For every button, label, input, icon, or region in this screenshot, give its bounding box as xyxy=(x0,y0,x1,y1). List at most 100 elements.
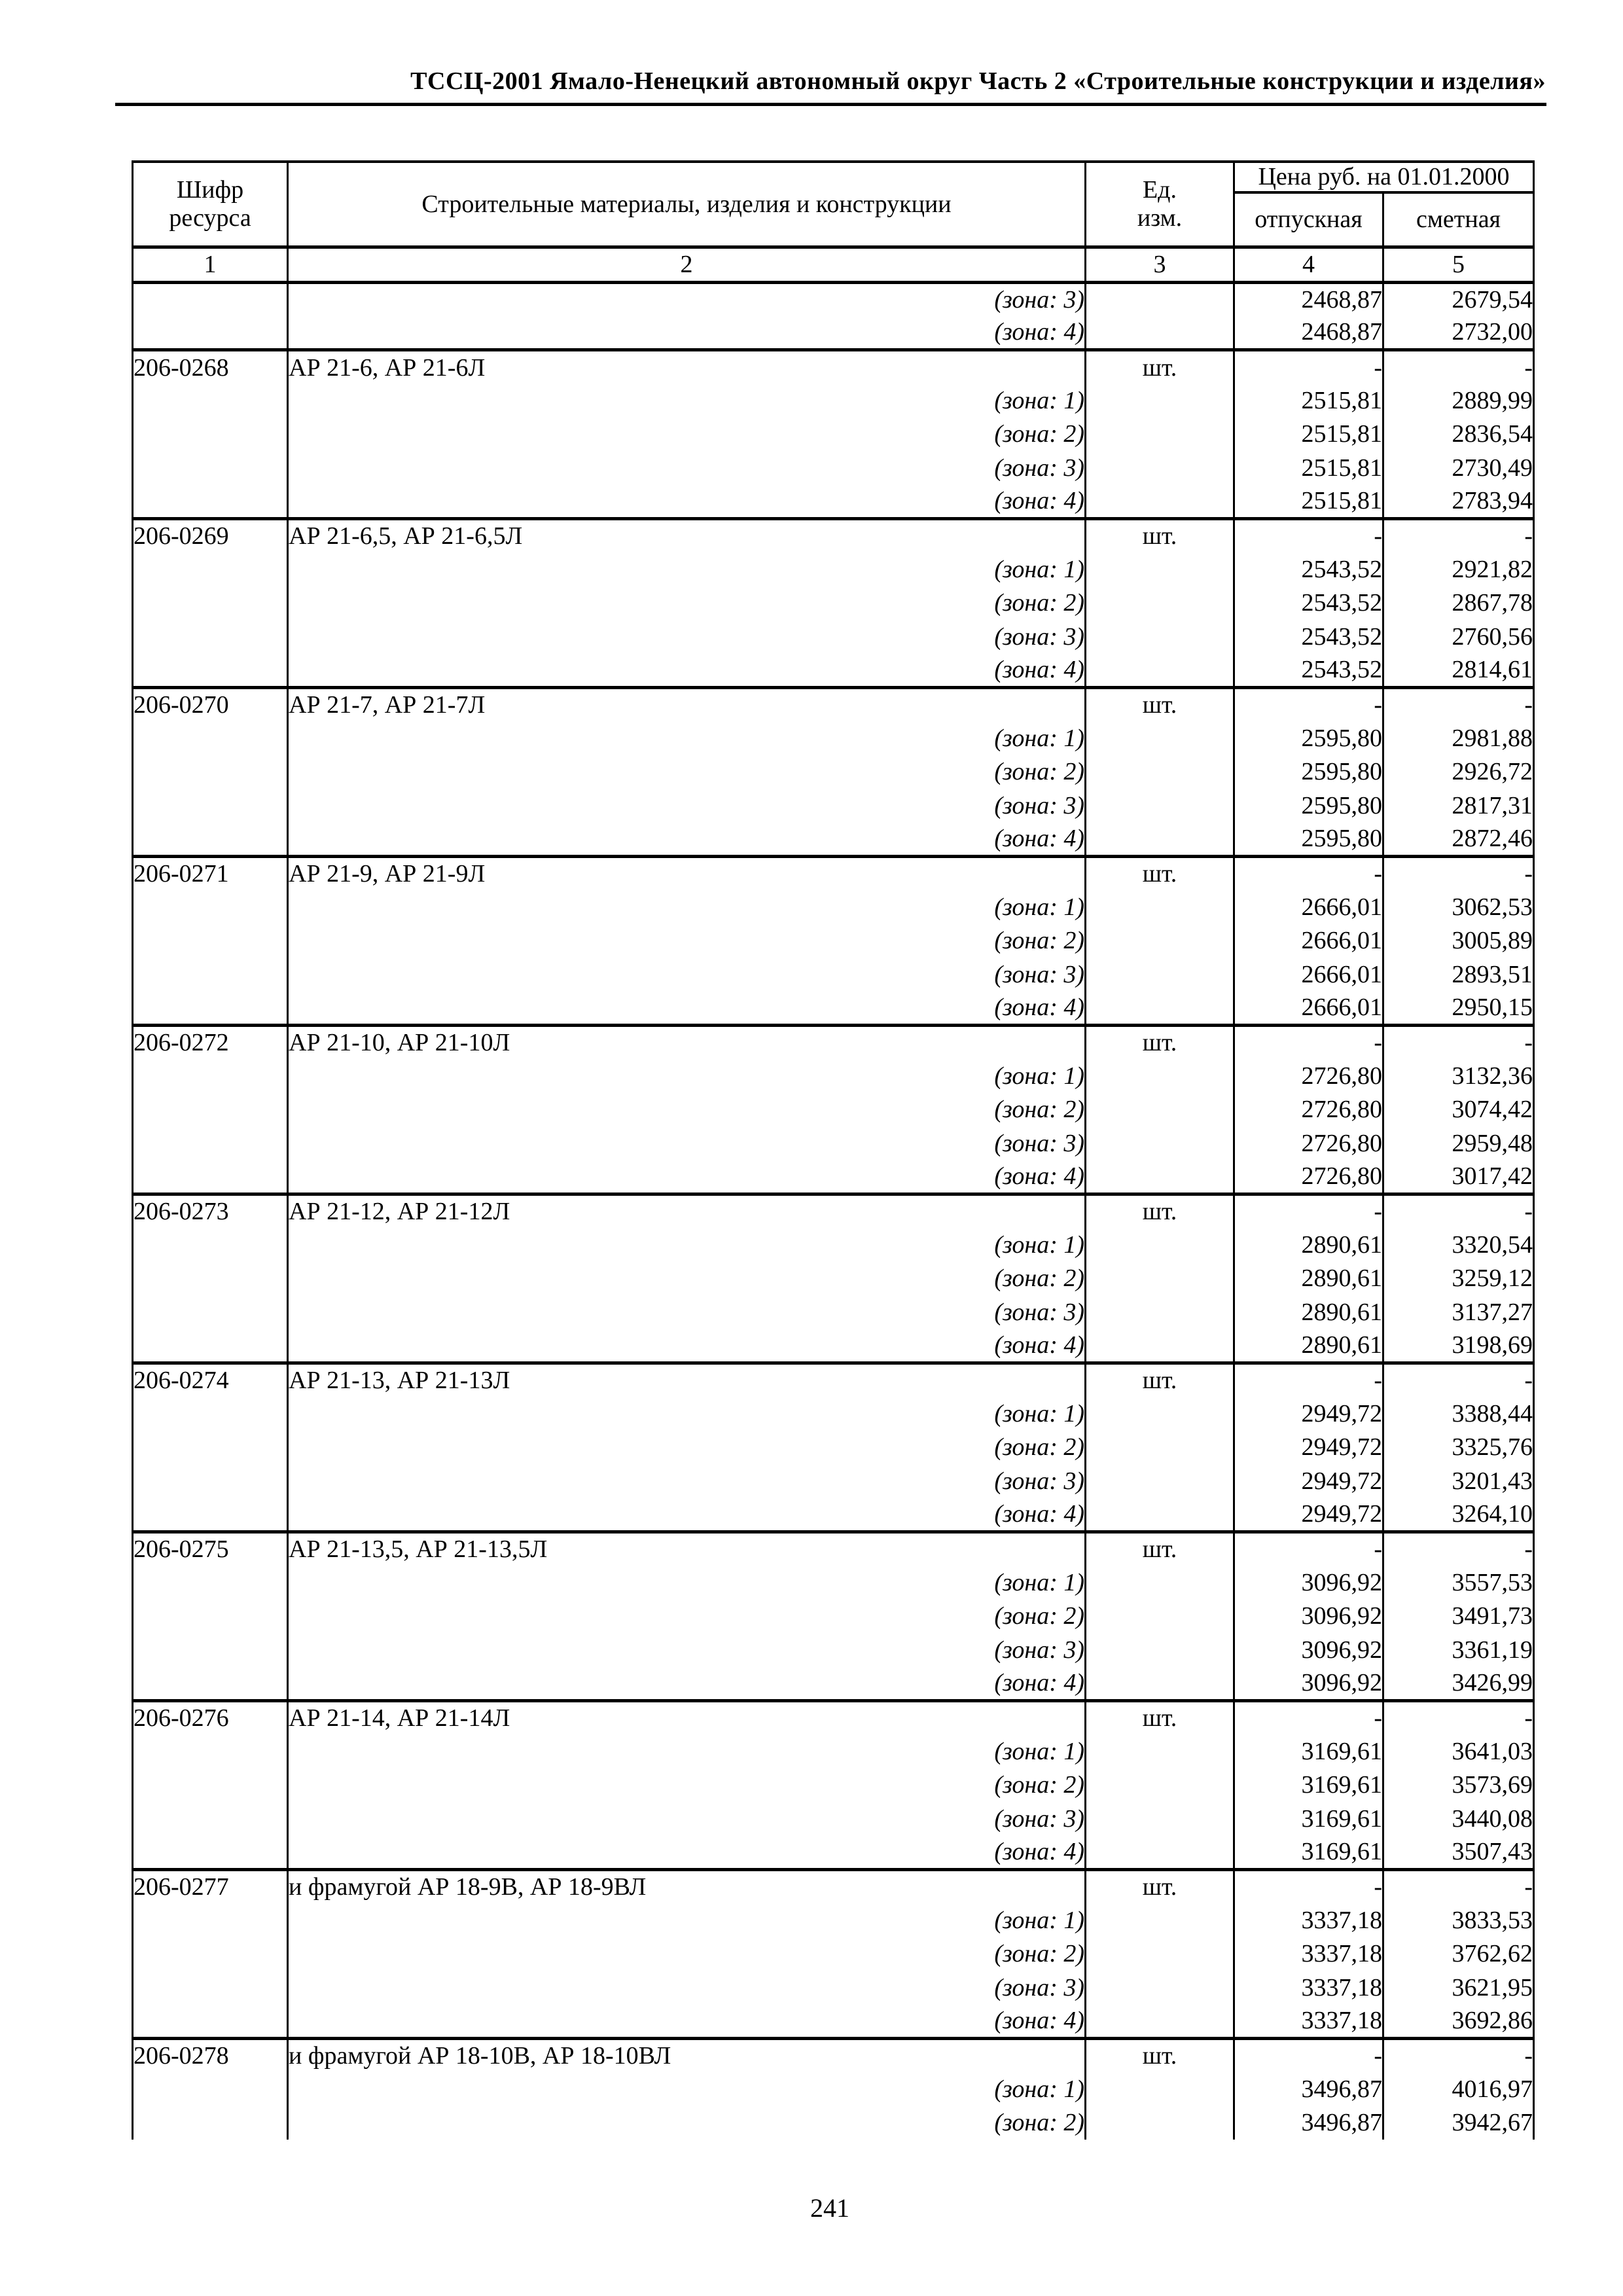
zone-label-cell: (зона: 3) xyxy=(287,1971,1086,2005)
estimate-price-cell: - xyxy=(1382,686,1535,722)
table-row: (зона: 1) 3496,87 4016,97 xyxy=(132,2072,1535,2106)
resource-code-cell xyxy=(132,2072,289,2106)
zone-label-cell: (зона: 4) xyxy=(287,992,1086,1026)
resource-code-cell xyxy=(132,890,289,924)
estimate-price-cell: 2679,54 xyxy=(1382,282,1535,317)
column-number: 1 xyxy=(132,245,289,285)
sale-price-cell: 3169,61 xyxy=(1233,1835,1384,1870)
resource-code-cell: 206-0269 xyxy=(132,517,289,553)
estimate-price-cell: 3440,08 xyxy=(1382,1802,1535,1836)
table-row: (зона: 4) 2890,61 3198,69 xyxy=(132,1329,1535,1363)
estimate-price-cell: 3074,42 xyxy=(1382,1092,1535,1127)
resource-code-cell xyxy=(132,2004,289,2039)
unit-cell xyxy=(1084,1430,1235,1465)
sale-price-cell: - xyxy=(1233,348,1384,384)
estimate-price-cell: 3005,89 xyxy=(1382,924,1535,958)
header-price-title: Цена руб. на 01.01.2000 xyxy=(1232,162,1535,194)
table-row: (зона: 1) 2595,80 2981,88 xyxy=(132,721,1535,755)
estimate-price-cell: 2872,46 xyxy=(1382,823,1535,857)
zone-label-cell: (зона: 3) xyxy=(287,1464,1086,1498)
sale-price-cell: 3496,87 xyxy=(1233,2106,1384,2140)
sale-price-cell: 2515,81 xyxy=(1233,485,1384,519)
resource-code-cell xyxy=(132,1768,289,1803)
column-number: 3 xyxy=(1084,245,1235,285)
estimate-price-cell: - xyxy=(1382,1193,1535,1229)
table-row: (зона: 1) 2666,01 3062,53 xyxy=(132,890,1535,924)
estimate-price-cell: 3062,53 xyxy=(1382,890,1535,924)
resource-code-cell xyxy=(132,992,289,1026)
resource-code-cell xyxy=(132,789,289,823)
unit-cell: шт. xyxy=(1084,1193,1235,1229)
unit-cell xyxy=(1084,1835,1235,1870)
zone-label-cell: (зона: 4) xyxy=(287,823,1086,857)
resource-code-cell xyxy=(132,1126,289,1160)
resource-code-cell xyxy=(132,1430,289,1465)
zone-label-cell: (зона: 4) xyxy=(287,1498,1086,1532)
table-row: (зона: 2) 2595,80 2926,72 xyxy=(132,755,1535,789)
table-row: (зона: 3) 2949,72 3201,43 xyxy=(132,1464,1535,1498)
sale-price-cell: 2949,72 xyxy=(1233,1430,1384,1465)
header-estimate-price: сметная xyxy=(1382,192,1535,247)
unit-cell xyxy=(1084,1498,1235,1532)
running-head: ТССЦ-2001 Ямало-Ненецкий автономный окру… xyxy=(410,67,1546,95)
table-row: (зона: 1) 2543,52 2921,82 xyxy=(132,552,1535,586)
resource-code-cell xyxy=(132,1295,289,1329)
zone-label-cell: (зона: 2) xyxy=(287,1937,1086,1971)
header-materials: Строительные материалы, изделия и констр… xyxy=(287,162,1086,249)
table-row: (зона: 4) 2666,01 2950,15 xyxy=(132,992,1535,1026)
zone-label-cell: (зона: 1) xyxy=(287,1397,1086,1431)
zone-label-cell: (зона: 1) xyxy=(287,1903,1086,1937)
table-row: 206-0278 и фрамугой АР 18-10В, АР 18-10ВЛ… xyxy=(132,2036,1535,2073)
estimate-price-cell: 3259,12 xyxy=(1382,1261,1535,1296)
resource-code-cell xyxy=(132,1464,289,1498)
estimate-price-cell: 2893,51 xyxy=(1382,958,1535,992)
estimate-price-cell: - xyxy=(1382,1361,1535,1397)
table-row: (зона: 3) 2468,87 2679,54 xyxy=(132,282,1535,317)
zone-label-cell: (зона: 3) xyxy=(287,282,1086,317)
zone-label-cell: (зона: 1) xyxy=(287,384,1086,418)
table-row: 206-0270 АР 21-7, АР 21-7Л шт. - - xyxy=(132,686,1535,722)
sale-price-cell: 3337,18 xyxy=(1233,1971,1384,2005)
zone-label-cell: (зона: 3) xyxy=(287,620,1086,655)
table-row: (зона: 1) 3337,18 3833,53 xyxy=(132,1903,1535,1937)
sale-price-cell: - xyxy=(1233,2036,1384,2073)
estimate-price-cell: 3198,69 xyxy=(1382,1329,1535,1363)
sale-price-cell: 2595,80 xyxy=(1233,755,1384,789)
zone-label-cell: (зона: 1) xyxy=(287,552,1086,586)
sale-price-cell: - xyxy=(1233,1867,1384,1904)
sale-price-cell: 2726,80 xyxy=(1233,1126,1384,1160)
resource-code-cell xyxy=(132,282,289,317)
table-row: (зона: 2) 2543,52 2867,78 xyxy=(132,586,1535,620)
unit-cell: шт. xyxy=(1084,855,1235,891)
resource-code-cell xyxy=(132,2106,289,2140)
resource-code-cell: 206-0271 xyxy=(132,855,289,891)
estimate-price-cell: 3320,54 xyxy=(1382,1228,1535,1262)
unit-cell xyxy=(1084,1329,1235,1363)
resource-code-cell xyxy=(132,1734,289,1768)
unit-cell xyxy=(1084,1160,1235,1194)
sale-price-cell: 3169,61 xyxy=(1233,1734,1384,1768)
sale-price-cell: 2515,81 xyxy=(1233,451,1384,486)
estimate-price-cell: - xyxy=(1382,1024,1535,1060)
header-sale-price: отпускная xyxy=(1233,192,1384,247)
unit-cell xyxy=(1084,1971,1235,2005)
zone-label-cell: (зона: 4) xyxy=(287,316,1086,350)
resource-code-cell xyxy=(132,755,289,789)
resource-code-cell xyxy=(132,1971,289,2005)
table-row: (зона: 2) 3169,61 3573,69 xyxy=(132,1768,1535,1803)
resource-code-cell: 206-0270 xyxy=(132,686,289,722)
table-row: (зона: 3) 3096,92 3361,19 xyxy=(132,1633,1535,1667)
table-row: 206-0272 АР 21-10, АР 21-10Л шт. - - xyxy=(132,1024,1535,1060)
unit-cell xyxy=(1084,1228,1235,1262)
unit-cell xyxy=(1084,1464,1235,1498)
unit-cell xyxy=(1084,924,1235,958)
unit-cell xyxy=(1084,1126,1235,1160)
resource-code-cell xyxy=(132,1903,289,1937)
resource-code-cell: 206-0273 xyxy=(132,1193,289,1229)
price-table: Шифр ресурса Строительные материалы, изд… xyxy=(132,160,1535,2140)
column-number: 4 xyxy=(1233,245,1384,285)
resource-code-cell: 206-0274 xyxy=(132,1361,289,1397)
unit-cell xyxy=(1084,1059,1235,1093)
estimate-price-cell: 3762,62 xyxy=(1382,1937,1535,1971)
estimate-price-cell: 2836,54 xyxy=(1382,417,1535,452)
